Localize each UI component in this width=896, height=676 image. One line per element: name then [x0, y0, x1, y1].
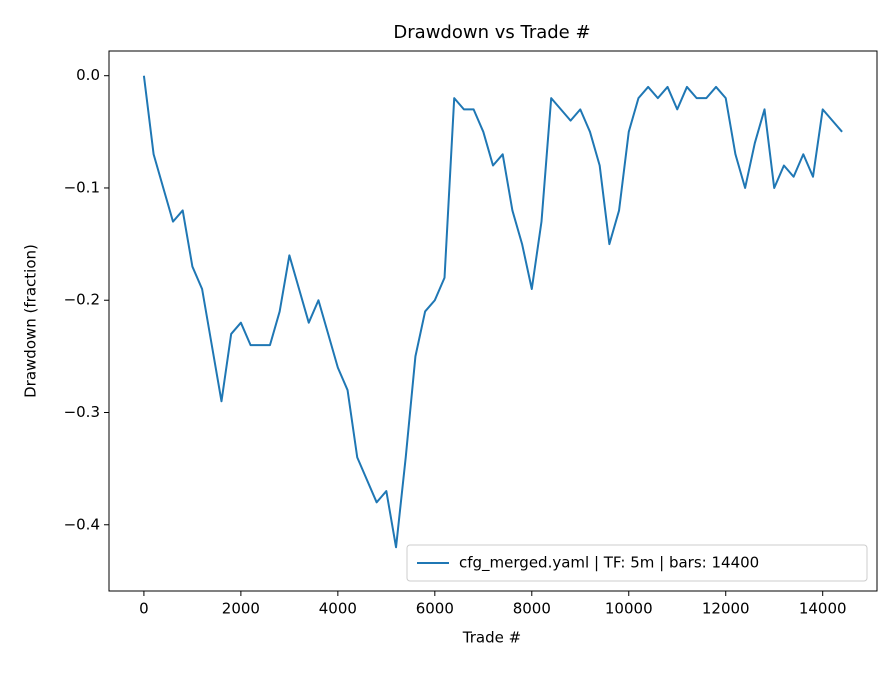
- y-axis-label: Drawdown (fraction): [22, 244, 40, 398]
- x-tick-label: 4000: [319, 600, 357, 618]
- y-tick-label: −0.3: [64, 403, 100, 421]
- x-tick-label: 10000: [605, 600, 653, 618]
- y-tick-label: −0.4: [64, 515, 100, 533]
- x-tick-label: 14000: [799, 600, 847, 618]
- x-tick-label: 6000: [416, 600, 454, 618]
- y-tick-label: −0.1: [64, 178, 100, 196]
- x-tick-label: 8000: [513, 600, 551, 618]
- chart-title: Drawdown vs Trade #: [393, 22, 590, 43]
- data-line: [142, 75, 843, 549]
- legend-label: cfg_merged.yaml | TF: 5m | bars: 14400: [459, 554, 759, 573]
- x-tick-label: 12000: [702, 600, 750, 618]
- plot-frame: [108, 50, 878, 592]
- x-tick-label: 0: [139, 600, 149, 618]
- y-tick-label: −0.2: [64, 291, 100, 309]
- y-tick-label: 0.0: [76, 66, 100, 84]
- x-axis-label: Trade #: [462, 629, 521, 647]
- x-tick-label: 2000: [222, 600, 260, 618]
- legend-box: [406, 544, 868, 582]
